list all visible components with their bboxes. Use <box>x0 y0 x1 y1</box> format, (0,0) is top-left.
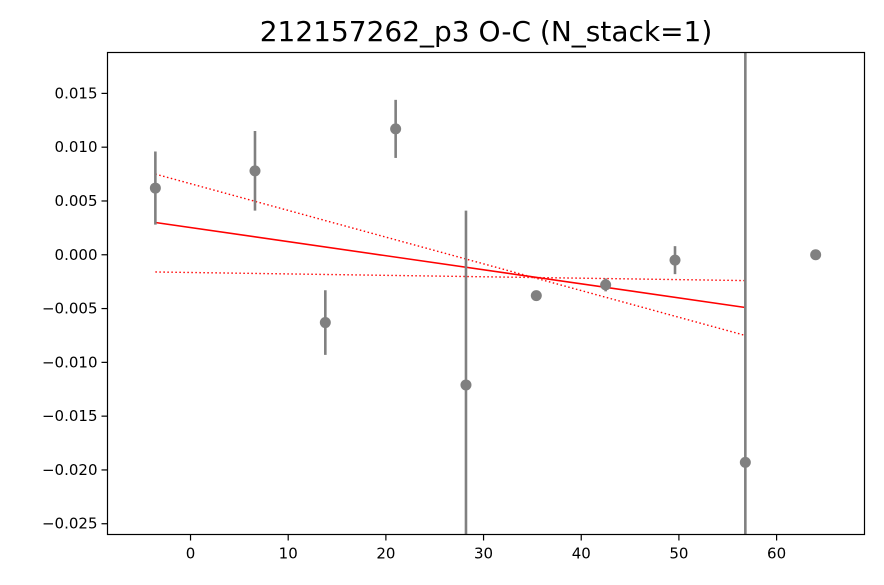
data-point <box>319 317 331 329</box>
data-point <box>810 249 822 261</box>
data-point <box>600 279 612 291</box>
y-tick-label: −0.005 <box>42 300 98 318</box>
y-tick-label: 0.005 <box>55 192 98 210</box>
x-tick-label: 60 <box>767 545 786 563</box>
x-tick-label: 10 <box>279 545 298 563</box>
x-tick-label: 0 <box>186 545 196 563</box>
y-tick-label: −0.015 <box>42 407 98 425</box>
axes-frame <box>106 51 866 536</box>
data-point <box>390 123 402 135</box>
x-axis: 0 10 20 30 40 50 60 <box>186 534 786 563</box>
y-tick-label: −0.020 <box>42 461 98 479</box>
fit-bound-line-1 <box>155 173 746 337</box>
data-point <box>249 165 261 177</box>
y-tick-label: 0.010 <box>55 138 98 156</box>
fit-line <box>155 221 746 309</box>
y-axis: −0.025 −0.020 −0.015 −0.010 −0.005 0.000 0.005… <box>42 84 108 533</box>
fit-bound-line-2 <box>155 271 746 282</box>
data-point <box>149 182 161 194</box>
data-point <box>739 456 751 468</box>
x-tick-label: 40 <box>572 545 591 563</box>
data-point <box>460 379 472 391</box>
x-tick-label: 20 <box>376 545 395 563</box>
x-tick-label: 50 <box>669 545 688 563</box>
x-tick-label: 30 <box>474 545 493 563</box>
y-tick-label: 0.015 <box>55 84 98 102</box>
y-tick-label: 0.000 <box>55 246 98 264</box>
plot-area <box>149 52 822 535</box>
y-tick-label: −0.025 <box>42 515 98 533</box>
chart-title: 212157262_p3 O-C (N_stack=1) <box>260 15 713 48</box>
data-point <box>530 290 542 302</box>
y-tick-label: −0.010 <box>42 353 98 371</box>
data-point <box>669 254 681 266</box>
